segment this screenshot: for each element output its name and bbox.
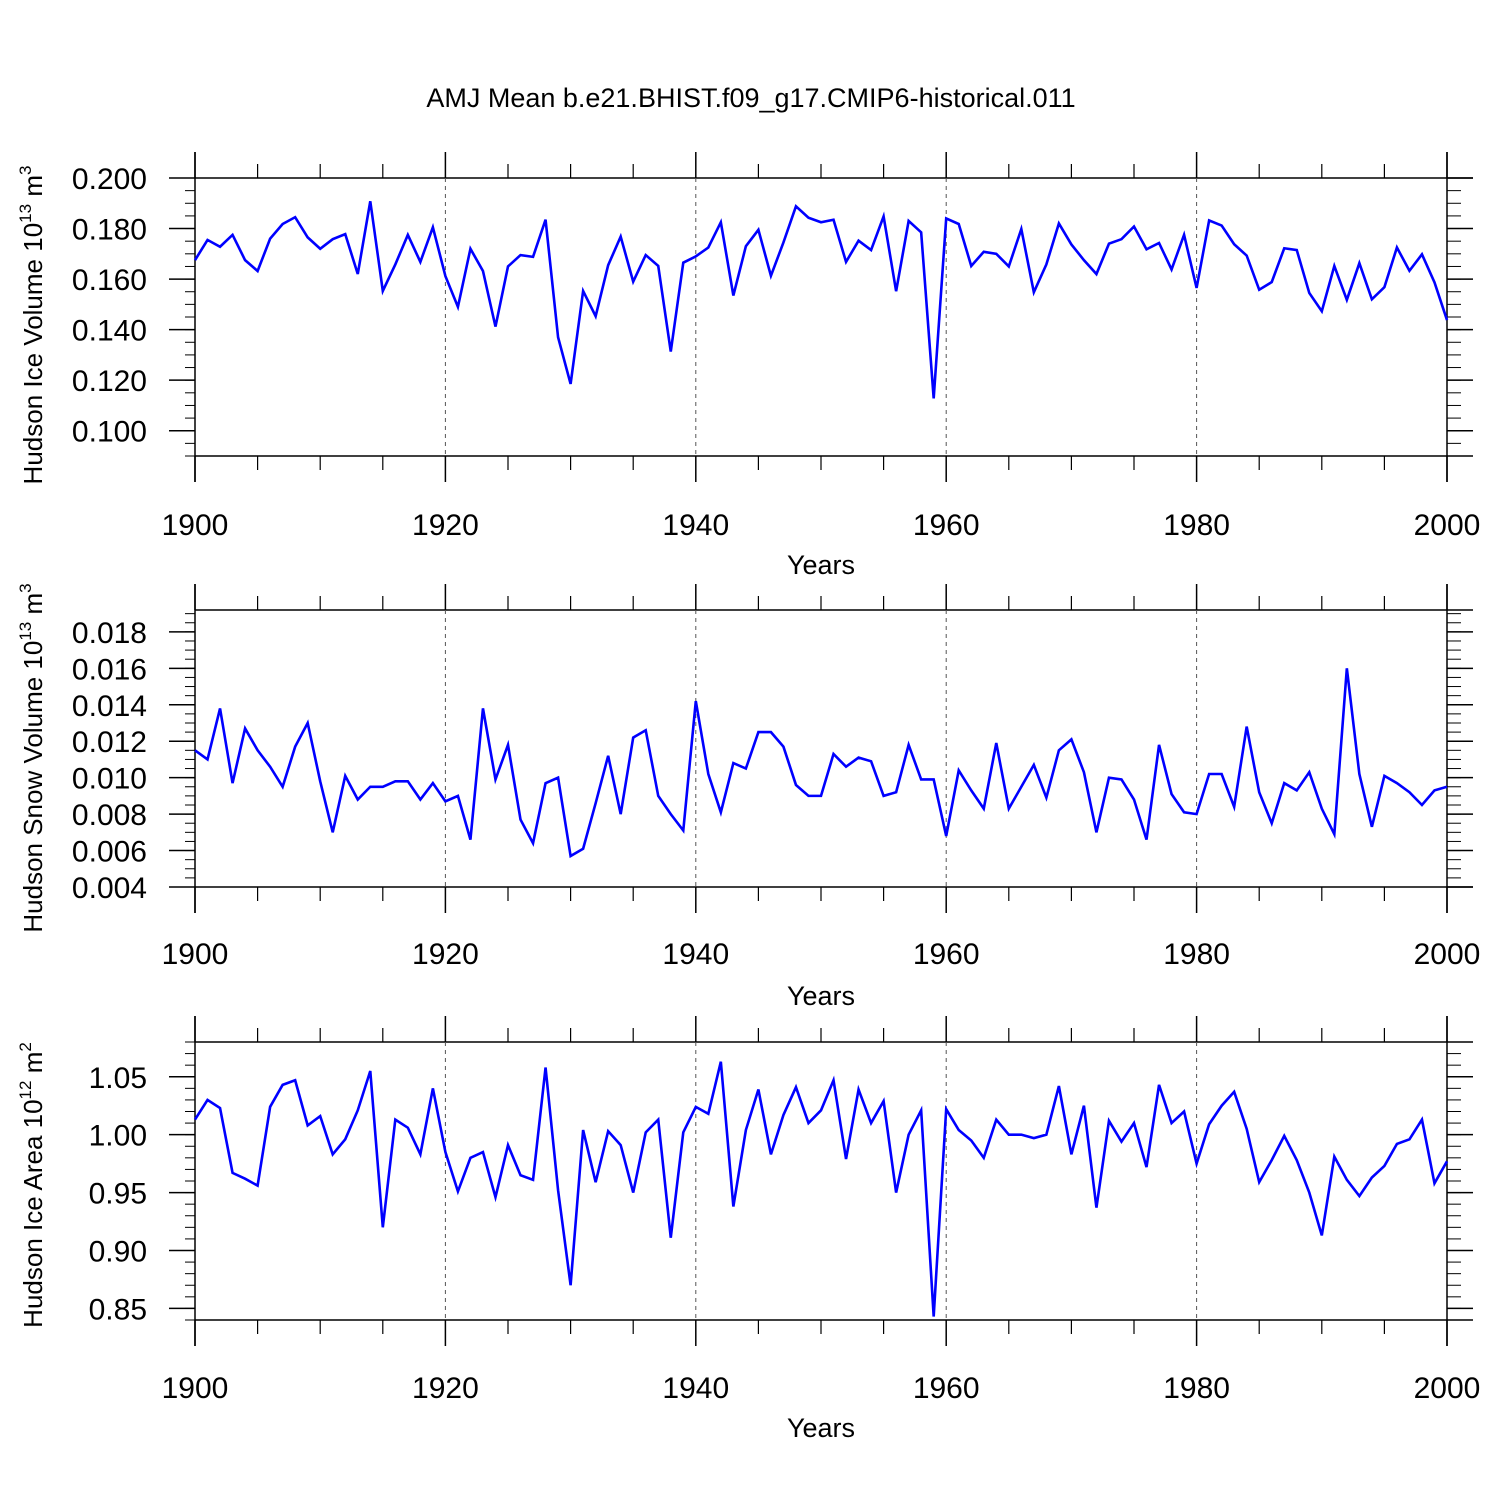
y-axis-label-main: Hudson Ice Area 10 [18, 1099, 48, 1327]
x-tick-label: 1940 [662, 938, 729, 971]
x-tick-label: 1980 [1163, 1372, 1230, 1405]
y-axis-label-exponent: 13 [16, 622, 35, 641]
y-tick-label: 0.014 [72, 690, 147, 723]
x-tick-label: 1960 [913, 1372, 980, 1405]
series-line [193, 201, 1449, 399]
y-tick-label: 0.160 [72, 264, 147, 297]
x-tick-label: 1940 [662, 509, 729, 542]
series-line [194, 668, 1448, 859]
y-tick-label: 0.016 [72, 653, 147, 686]
x-tick-label: 1900 [162, 509, 229, 542]
x-tick-label: 2000 [1414, 1372, 1481, 1405]
y-axis-label: Hudson Ice Area 1012 m2 [16, 1042, 48, 1328]
y-axis-label-unit: m [18, 1052, 48, 1081]
x-tick-label: 1980 [1163, 938, 1230, 971]
x-tick-label: 1900 [162, 1372, 229, 1405]
y-axis-label-exponent: 12 [16, 1081, 35, 1100]
y-axis-label-exponent: 13 [16, 204, 35, 223]
panel-snow-volume: 1900 1920 1940 1960 1980 20000.0040.0060.0080… [16, 583, 1480, 1011]
y-tick-label: 0.100 [72, 416, 147, 449]
x-axis-label: Years [787, 981, 855, 1011]
x-tick-label: 1920 [412, 938, 479, 971]
x-tick-label: 2000 [1414, 938, 1481, 971]
y-tick-label: 0.95 [89, 1178, 147, 1211]
series-line [193, 1061, 1449, 1317]
x-axis-label: Years [787, 550, 855, 580]
x-tick-label: 1960 [913, 938, 980, 971]
y-tick-label: 0.85 [89, 1293, 147, 1326]
y-tick-label: 0.004 [72, 872, 147, 905]
panel-ice-volume: 1900 1920 1940 1960 1980 2000 0.100 0.120 0.140 0… [16, 152, 1480, 580]
y-axis-label-main: Hudson Snow Volume 10 [18, 641, 48, 933]
x-tick-label: 1920 [412, 1372, 479, 1405]
y-tick-label: 0.140 [72, 315, 147, 348]
y-tick-label: 0.010 [72, 763, 147, 796]
y-tick-label: 0.180 [72, 214, 147, 247]
y-tick-label: 0.90 [89, 1236, 147, 1269]
x-tick-label: 1900 [162, 938, 229, 971]
x-tick-label: 2000 [1414, 509, 1481, 542]
y-axis-label-unit: m [18, 175, 48, 204]
x-tick-label: 1960 [913, 509, 980, 542]
panel-ice-area: 1900 1920 1940 1960 1980 2000 0.85 0.90 0.95 1.00… [16, 1016, 1480, 1443]
y-axis-label: Hudson Snow Volume 1013 m3 [16, 583, 48, 932]
y-axis-label-unit-exponent: 2 [16, 1042, 35, 1051]
y-axis-label-unit-exponent: 3 [16, 583, 35, 592]
x-axis-label: Years [787, 1413, 855, 1443]
y-tick-label: 1.05 [89, 1062, 147, 1095]
x-tick-label: 1940 [662, 1372, 729, 1405]
y-axis-label: Hudson Ice Volume 1013 m3 [16, 166, 48, 485]
y-tick-label: 0.006 [72, 836, 147, 869]
y-tick-label: 0.200 [72, 163, 147, 196]
y-axis-label-main: Hudson Ice Volume 10 [18, 223, 48, 485]
x-tick-label: 1980 [1163, 509, 1230, 542]
figure-title: AMJ Mean b.e21.BHIST.f09_g17.CMIP6-histo… [426, 83, 1075, 113]
y-axis-label-unit: m [18, 593, 48, 622]
y-tick-label: 0.012 [72, 726, 147, 759]
y-tick-label: 0.018 [72, 617, 147, 650]
y-tick-label: 0.008 [72, 799, 147, 832]
y-tick-label: 1.00 [89, 1120, 147, 1153]
x-tick-label: 1920 [412, 509, 479, 542]
y-axis-label-unit-exponent: 3 [16, 166, 35, 175]
y-tick-label: 0.120 [72, 365, 147, 398]
